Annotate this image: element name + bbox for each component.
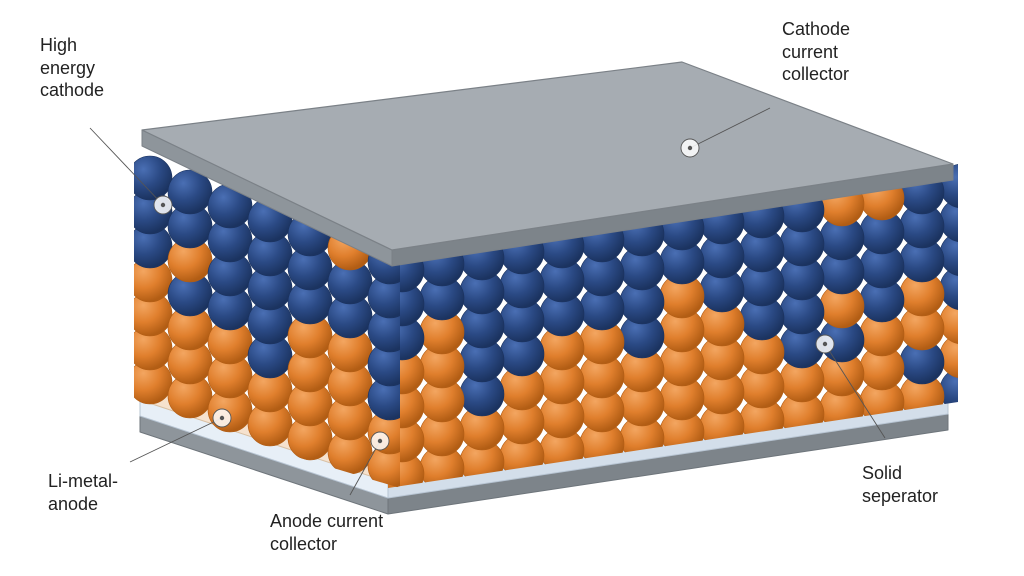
label-li-metal-anode: Li-metal- anode <box>48 470 118 515</box>
label-high-energy-cathode: High energy cathode <box>40 34 104 102</box>
label-solid-separator: Solid seperator <box>862 462 938 507</box>
label-cathode-current-collector: Cathode current collector <box>782 18 850 86</box>
label-anode-current-collector: Anode current collector <box>270 510 383 555</box>
